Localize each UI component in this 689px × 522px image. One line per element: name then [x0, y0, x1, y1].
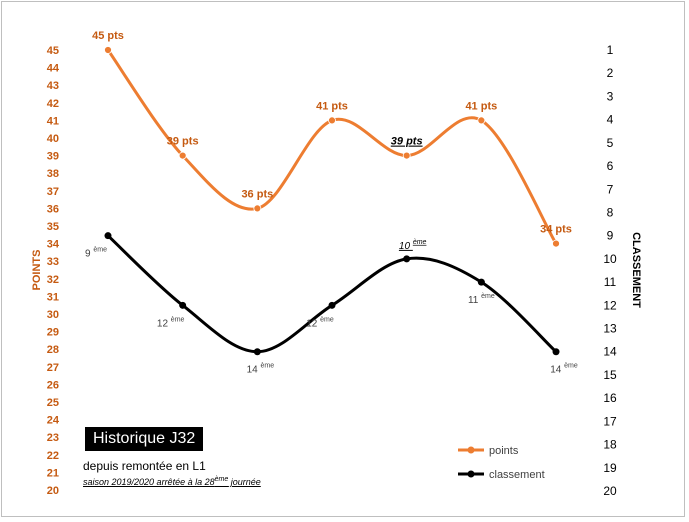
right-axis-tick-label: 8	[607, 205, 614, 219]
chart-title: Historique J32	[85, 427, 204, 451]
legend-points-label: points	[489, 445, 519, 457]
points-data-label: 39 pts	[391, 136, 423, 148]
left-axis-tick-label: 36	[47, 203, 59, 215]
left-axis-tick-label: 21	[47, 467, 59, 479]
left-axis-tick-label: 28	[47, 344, 59, 356]
classement-label-suffix: ème	[260, 363, 274, 370]
points-series-marker	[104, 46, 112, 54]
season-note: saison 2019/2020 arrêtée à la 28ème jour…	[83, 476, 261, 487]
points-data-label: 41 pts	[316, 100, 348, 112]
points-data-label: 36 pts	[241, 188, 273, 200]
left-axis-tick-label: 24	[47, 415, 60, 427]
right-axis-tick-label: 3	[607, 89, 614, 103]
right-axis-tick-label: 18	[603, 438, 617, 452]
right-axis-tick-label: 14	[603, 345, 617, 359]
left-axis-tick-label: 37	[47, 186, 59, 198]
points-series-marker	[552, 239, 560, 248]
left-axis-tick-label: 38	[47, 168, 59, 180]
classement-series-marker	[328, 301, 336, 309]
left-axis-tick-label: 26	[47, 379, 59, 391]
classement-series-marker	[179, 301, 187, 309]
left-axis-tick-label: 20	[47, 485, 59, 497]
right-axis-tick-label: 10	[603, 252, 617, 266]
points-series-marker	[402, 151, 411, 160]
classement-label-suffix: ème	[171, 316, 185, 323]
right-axis-tick-label: 19	[603, 461, 617, 475]
points-data-label: 45 pts	[92, 30, 124, 42]
left-axis-tick-label: 25	[47, 397, 59, 409]
left-axis-tick-label: 29	[47, 327, 59, 339]
points-data-label: 41 pts	[465, 100, 497, 112]
classement-data-label: 9 ème	[85, 247, 107, 260]
legend-points-marker	[467, 446, 475, 454]
classement-data-label: 12 ème	[306, 316, 334, 329]
season-note-tail: journée	[228, 477, 261, 487]
right-axis-tick-label: 2	[607, 66, 614, 80]
left-axis-tick-label: 34	[47, 239, 60, 251]
right-axis-tick-label: 9	[607, 229, 614, 243]
right-axis-title: CLASSEMENT	[630, 232, 642, 308]
right-axis-tick-label: 1	[607, 43, 614, 57]
chart-subtitle: depuis remontée en L1	[83, 459, 206, 473]
classement-label-suffix: ème	[320, 316, 334, 323]
left-axis-tick-label: 40	[47, 133, 59, 145]
left-axis-title: POINTS	[31, 250, 43, 291]
left-axis-tick-label: 30	[47, 309, 59, 321]
right-axis-tick-label: 15	[603, 368, 617, 382]
classement-label-suffix: ème	[93, 247, 107, 254]
classement-data-label: 10 ème	[399, 239, 427, 252]
classement-series-marker	[552, 348, 560, 356]
right-axis-tick-label: 20	[603, 484, 617, 498]
legend-classement-label: classement	[489, 469, 545, 481]
left-axis-tick-label: 22	[47, 450, 59, 462]
left-axis-tick-label: 32	[47, 274, 59, 286]
classement-label-suffix: ème	[564, 363, 578, 370]
classement-series-marker	[403, 255, 411, 263]
points-series-marker	[178, 151, 187, 160]
right-axis-tick-label: 5	[607, 136, 614, 150]
right-axis-tick-label: 7	[607, 182, 614, 196]
classement-series-marker	[253, 348, 261, 356]
left-axis-tick-label: 31	[47, 291, 59, 303]
season-note-sup: ème	[214, 476, 229, 483]
classement-series-marker	[104, 232, 112, 240]
classement-data-label: 12 ème	[157, 316, 185, 329]
right-axis-tick-label: 16	[603, 391, 617, 405]
left-axis-tick-label: 44	[47, 63, 60, 75]
classement-data-label: 14 ème	[247, 363, 275, 376]
points-series-marker	[253, 204, 262, 213]
left-axis-tick-label: 39	[47, 151, 59, 163]
left-axis-tick-label: 43	[47, 80, 59, 92]
classement-data-label: 14 ème	[550, 363, 578, 376]
right-axis-tick-label: 12	[603, 298, 617, 312]
classement-data-label: 11 ème	[468, 293, 495, 306]
right-axis-tick-label: 13	[603, 322, 617, 336]
right-axis-tick-label: 4	[607, 113, 614, 127]
left-axis-tick-label: 41	[47, 115, 59, 127]
right-axis-tick-label: 11	[604, 275, 617, 289]
points-series-marker	[328, 116, 336, 125]
points-data-label: 34 pts	[540, 224, 572, 236]
classement-series-marker	[477, 278, 485, 286]
left-axis-tick-label: 23	[47, 432, 59, 444]
left-axis-tick-label: 33	[47, 256, 59, 268]
left-axis-tick-label: 35	[47, 221, 59, 233]
points-data-label: 39 pts	[167, 136, 199, 148]
legend-classement-marker	[467, 470, 475, 478]
classement-label-suffix: ème	[413, 239, 427, 246]
right-axis-tick-label: 6	[607, 159, 614, 173]
right-axis-tick-label: 17	[603, 414, 617, 428]
season-note-text: saison 2019/2020 arrêtée à la 28	[83, 477, 215, 487]
left-axis-tick-label: 45	[47, 45, 59, 57]
left-axis-tick-label: 42	[47, 98, 59, 110]
points-series-marker	[477, 116, 486, 125]
left-axis-tick-label: 27	[47, 362, 59, 374]
classement-label-suffix: ème	[481, 293, 495, 300]
